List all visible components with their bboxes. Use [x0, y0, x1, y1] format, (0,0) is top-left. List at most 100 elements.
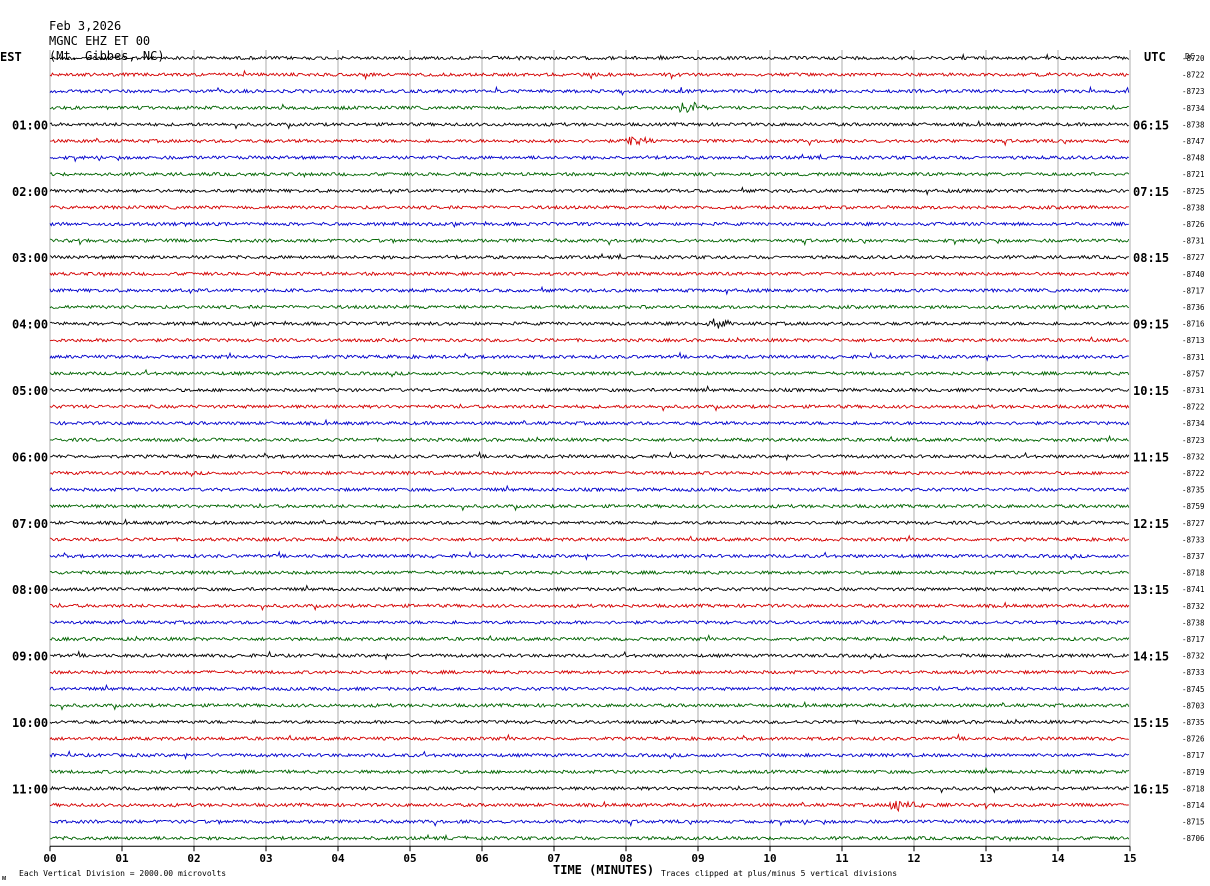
- utc-hour-label: 09:15: [1133, 318, 1169, 332]
- dc-offset-label: -8717: [1182, 286, 1205, 295]
- trace-line: [49, 69, 1129, 81]
- header-station: MGNC EHZ ET 00: [49, 34, 151, 48]
- x-tick-label: 02: [187, 852, 200, 865]
- dc-offset-label: -8734: [1182, 104, 1205, 113]
- est-hour-label: 10:00: [12, 716, 48, 730]
- trace-line: [49, 135, 1130, 147]
- x-tick-label: 12: [907, 852, 920, 865]
- dc-offset-label: -8721: [1182, 170, 1205, 179]
- est-hour-label: 11:00: [12, 782, 48, 796]
- dc-offset-label: -8723: [1182, 436, 1205, 445]
- footer-scale-note: Each Vertical Division = 2000.00 microvo…: [19, 869, 226, 878]
- x-tick-label: 05: [403, 852, 416, 865]
- dc-offset-label: -8740: [1182, 270, 1205, 279]
- utc-hour-label: 16:15: [1133, 782, 1169, 796]
- trace-line: [49, 749, 1130, 761]
- utc-hour-label: 07:15: [1133, 185, 1169, 199]
- dc-offset-label: -8733: [1182, 668, 1205, 677]
- dc-offset-label: -8735: [1182, 718, 1205, 727]
- footer-clip-note: Traces clipped at plus/minus 5 vertical …: [661, 869, 897, 878]
- trace-line: [49, 732, 1129, 742]
- trace-line: [49, 101, 1129, 114]
- corner-mark: ᴍ: [2, 874, 6, 882]
- dc-offset-label: -8715: [1182, 818, 1205, 827]
- minute-grid: [49, 50, 1131, 847]
- dc-offset-label: -8731: [1182, 353, 1205, 362]
- trace-line: [49, 818, 1130, 828]
- header-location: (Mt. Gibbes, NC): [49, 49, 165, 63]
- dc-offset-label: -8719: [1182, 768, 1205, 777]
- trace-line: [50, 450, 1130, 462]
- dc-offset-label: -8720: [1182, 54, 1205, 63]
- trace-line: [49, 186, 1130, 196]
- header-date: Feb 3,2026: [49, 19, 122, 33]
- dc-offset-label: -8732: [1182, 652, 1205, 661]
- utc-hour-labels: 06:15 07:15 08:15 09:15 10:15 11:15 12:15 13:15…: [1133, 118, 1169, 796]
- dc-offset-label: -8738: [1182, 120, 1205, 129]
- x-tick-label: 06: [475, 852, 489, 865]
- trace-line: [50, 601, 1130, 612]
- utc-hour-label: 14:15: [1133, 650, 1169, 664]
- dc-offset-label: -8722: [1182, 403, 1205, 412]
- trace-line: [49, 800, 1129, 813]
- left-timezone-label: EST: [0, 50, 22, 64]
- dc-offset-label: -8727: [1182, 253, 1205, 262]
- dc-offset-label: -8727: [1182, 519, 1205, 528]
- trace-line: [49, 237, 1130, 247]
- trace-line: [49, 569, 1130, 576]
- trace-line: [49, 534, 1130, 543]
- trace-line: [49, 649, 1130, 661]
- utc-hour-label: 08:15: [1133, 251, 1169, 265]
- utc-hour-label: 10:15: [1133, 384, 1169, 398]
- dc-offset-labels: -8720 -8722 -8723 -8734 -8738 -8747 -8748 -8721…: [1182, 54, 1205, 843]
- utc-hour-label: 15:15: [1133, 716, 1169, 730]
- x-tick-label: 11: [835, 852, 849, 865]
- trace-line: [49, 633, 1130, 642]
- x-tick-label: 03: [259, 852, 272, 865]
- x-tick-label: 15: [1123, 852, 1136, 865]
- trace-line: [49, 669, 1130, 676]
- dc-offset-label: -8722: [1182, 469, 1205, 478]
- dc-offset-label: -8747: [1182, 137, 1205, 146]
- trace-line: [49, 204, 1129, 211]
- dc-offset-label: -8717: [1182, 635, 1205, 644]
- trace-line: [49, 119, 1129, 130]
- x-axis-label: TIME (MINUTES): [553, 863, 654, 877]
- dc-offset-label: -8735: [1182, 486, 1205, 495]
- dc-offset-label: -8737: [1182, 552, 1205, 561]
- trace-line: [49, 271, 1130, 278]
- trace-line: [49, 368, 1130, 378]
- est-hour-labels: 01:00 02:00 03:00 04:00 05:00 06:00 07:00 08:00…: [12, 118, 48, 796]
- x-tick-label: 07: [547, 852, 560, 865]
- dc-offset-label: -8731: [1182, 237, 1205, 246]
- trace-line: [49, 484, 1130, 493]
- dc-offset-label: -8736: [1182, 303, 1205, 312]
- utc-hour-label: 06:15: [1133, 118, 1169, 132]
- trace-line: [49, 220, 1129, 228]
- dc-offset-label: -8726: [1182, 220, 1205, 229]
- trace-line: [49, 336, 1129, 343]
- dc-offset-label: -8725: [1182, 187, 1205, 196]
- x-tick-label: 10: [763, 852, 776, 865]
- dc-offset-label: -8732: [1182, 602, 1205, 611]
- trace-line: [49, 700, 1130, 711]
- trace-line: [49, 153, 1129, 163]
- x-tick-label: 04: [331, 852, 345, 865]
- trace-line: [49, 285, 1129, 296]
- trace-line: [49, 403, 1130, 412]
- trace-line: [49, 351, 1129, 362]
- seismic-traces: [49, 52, 1130, 843]
- trace-line: [49, 766, 1130, 775]
- dc-offset-label: -8716: [1182, 320, 1205, 329]
- est-hour-label: 01:00: [12, 118, 48, 132]
- dc-offset-label: -8741: [1182, 585, 1205, 594]
- x-tick-label: 00: [43, 852, 56, 865]
- dc-offset-label: -8738: [1182, 203, 1205, 212]
- trace-line: [49, 584, 1129, 592]
- dc-offset-label: -8703: [1182, 701, 1205, 710]
- x-tick-label: 01: [115, 852, 129, 865]
- dc-offset-label: -8718: [1182, 569, 1205, 578]
- est-hour-label: 07:00: [12, 517, 48, 531]
- dc-offset-label: -8738: [1182, 618, 1205, 627]
- est-hour-label: 08:00: [12, 583, 48, 597]
